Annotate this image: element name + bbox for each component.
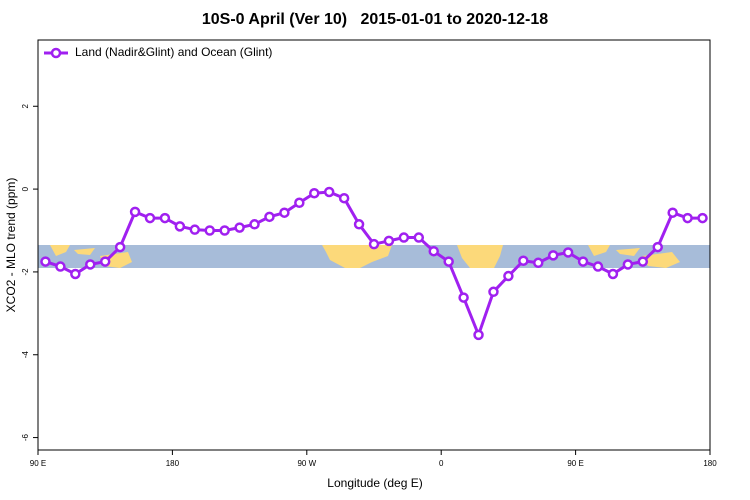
data-point <box>189 224 201 235</box>
data-point <box>219 225 230 236</box>
data-point <box>40 256 51 267</box>
data-point <box>129 206 141 218</box>
x-tick-label: 180 <box>166 459 180 468</box>
data-point <box>518 255 529 266</box>
x-tick-label: 0 <box>439 459 444 468</box>
y-tick-label: -4 <box>21 351 30 359</box>
data-point <box>204 225 215 236</box>
y-tick-label: -6 <box>21 433 30 441</box>
data-point <box>562 247 574 258</box>
y-tick-label: 2 <box>21 103 30 108</box>
data-point <box>264 211 275 223</box>
data-point <box>577 256 589 267</box>
legend-marker <box>50 47 62 59</box>
data-point <box>458 292 469 303</box>
data-point <box>99 256 111 267</box>
data-point <box>338 192 350 204</box>
data-point <box>249 219 260 230</box>
data-point <box>85 259 96 270</box>
x-tick-label: 90 E <box>30 459 46 468</box>
data-point <box>353 219 365 230</box>
y-tick-label: -2 <box>21 268 30 276</box>
data-point <box>114 241 126 253</box>
data-point <box>398 232 410 243</box>
data-point <box>368 238 380 250</box>
plot-frame <box>37 39 711 451</box>
data-point <box>637 256 649 267</box>
x-tick-label: 180 <box>703 459 717 468</box>
data-point <box>473 329 484 341</box>
data-point <box>144 212 156 224</box>
data-point <box>667 207 678 218</box>
data-point <box>443 256 454 267</box>
legend-label: Land (Nadir&Glint) and Ocean (Glint) <box>75 45 272 59</box>
x-tick-label: 90 W <box>297 459 316 468</box>
data-point <box>622 259 634 270</box>
data-point <box>234 222 245 233</box>
data-point <box>607 268 619 280</box>
data-point <box>533 257 544 269</box>
data-point <box>55 261 66 272</box>
data-point <box>279 207 290 218</box>
data-point <box>323 186 335 198</box>
y-axis-label: XCO2 - MLO trend (ppm) <box>4 178 18 313</box>
chart-title: 10S-0 April (Ver 10) 2015-01-01 to 2020-… <box>202 11 548 28</box>
x-axis-label: Longitude (deg E) <box>327 476 422 490</box>
y-tick-label: 0 <box>21 186 30 191</box>
x-tick-label: 90 E <box>567 459 583 468</box>
data-point <box>503 270 514 282</box>
data-point <box>697 212 708 224</box>
data-point <box>547 250 559 261</box>
data-point <box>309 187 320 199</box>
data-point <box>159 212 171 224</box>
data-point <box>682 212 693 224</box>
data-point <box>488 286 499 298</box>
data-point <box>294 197 305 209</box>
data-point <box>428 245 439 257</box>
data-point <box>174 221 186 232</box>
data-point <box>592 261 604 272</box>
legend: Land (Nadir&Glint) and Ocean (Glint) <box>44 45 272 59</box>
data-point <box>70 268 81 280</box>
data-point <box>652 241 663 253</box>
data-point <box>413 232 425 243</box>
data-point <box>383 235 395 247</box>
